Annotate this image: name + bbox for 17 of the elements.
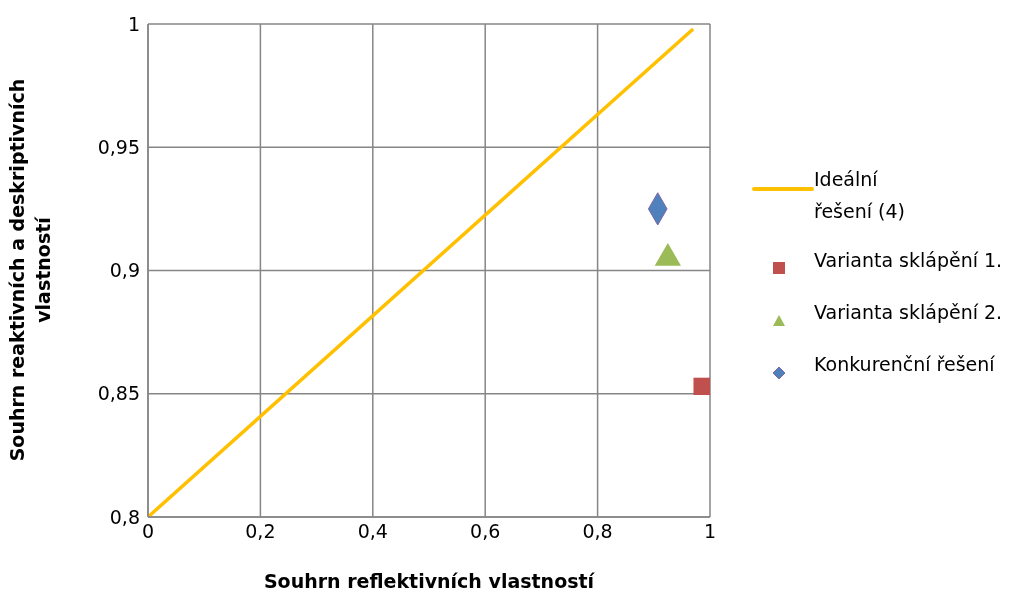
x-axis-title: Souhrn reflektivních vlastností: [262, 570, 596, 592]
legend-label: Varianta sklápění 1.: [814, 248, 1003, 273]
y-tick-label: 0,95: [97, 135, 140, 158]
x-tick-label: 0,6: [470, 520, 501, 543]
legend-label: Konkurenční řešení: [814, 352, 995, 377]
x-tick-label: 1: [703, 520, 717, 543]
y-tick-label: 1: [127, 12, 140, 35]
y-tick-label: 0,85: [97, 382, 140, 405]
x-tick-label: 0,2: [245, 520, 276, 543]
x-tick-label: 0,8: [582, 520, 613, 543]
y-axis-title: Souhrn reaktivních a deskriptivních vlastností: [5, 77, 55, 464]
legend-label: Varianta sklápění 2.: [814, 300, 1003, 325]
y-tick-label: 0,8: [109, 505, 140, 528]
x-tick-label: 0,4: [357, 520, 388, 543]
x-tick-label: 0: [141, 520, 155, 543]
y-tick-label: 0,9: [109, 259, 140, 282]
legend-label: Ideální řešení (4): [814, 167, 906, 224]
